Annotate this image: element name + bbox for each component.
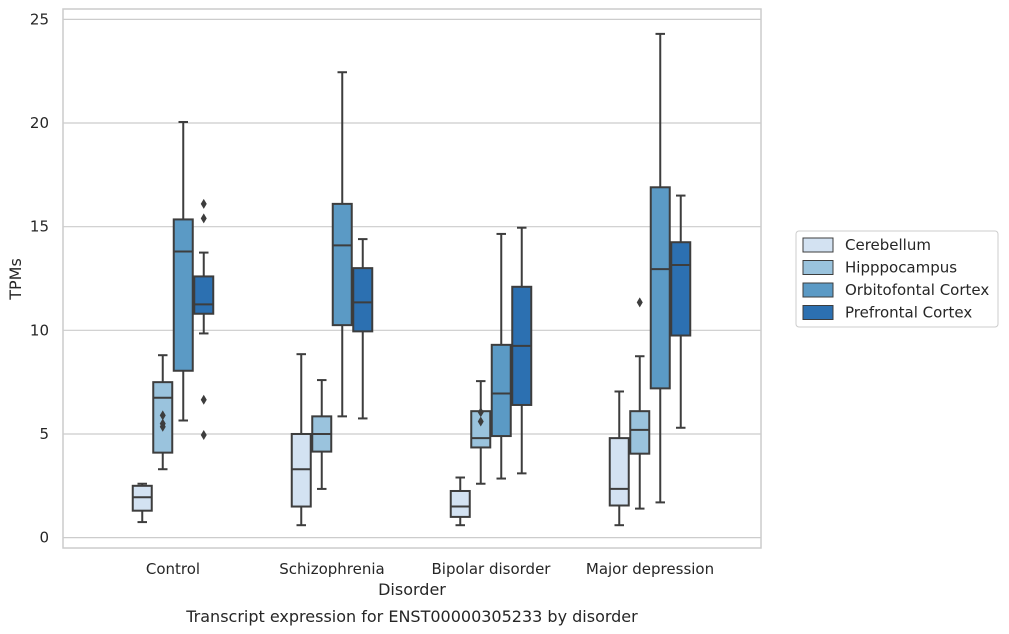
box-iqr xyxy=(629,410,651,455)
outlier-point xyxy=(200,394,207,405)
outlier-point xyxy=(200,213,207,224)
box-plot xyxy=(193,198,215,441)
legend-swatch xyxy=(802,260,834,275)
legend-entry-label: Hipppocampus xyxy=(845,259,957,277)
legend-entry-label: Cerebellum xyxy=(845,236,931,254)
box-iqr xyxy=(490,343,512,438)
box-plot xyxy=(670,194,692,429)
box-plot xyxy=(490,232,512,480)
legend-frame xyxy=(795,230,999,328)
y-tick-label: 5 xyxy=(39,425,49,443)
y-tick-label: 0 xyxy=(39,529,49,547)
box-plot xyxy=(352,238,374,420)
legend-swatch xyxy=(802,305,834,320)
box-plot xyxy=(131,482,153,524)
box-plot xyxy=(449,476,471,527)
box-iqr xyxy=(131,484,153,512)
x-axis-label: Disorder xyxy=(378,580,446,599)
legend-swatch xyxy=(802,282,834,298)
plot-frame xyxy=(62,8,762,549)
box-iqr xyxy=(352,267,374,333)
outlier-point xyxy=(477,407,484,418)
box-plot xyxy=(311,379,333,490)
outlier-point xyxy=(200,430,207,441)
box-plot xyxy=(608,390,630,527)
chart-caption: Transcript expression for ENST0000030523… xyxy=(185,607,638,626)
y-axis-label: TPMs xyxy=(6,258,25,301)
box-plot xyxy=(470,380,492,485)
box-plot xyxy=(331,71,353,418)
outlier-point xyxy=(159,418,166,429)
outlier-point xyxy=(159,410,166,421)
legend-swatch xyxy=(802,237,834,253)
box-plots xyxy=(131,32,692,527)
outlier-point xyxy=(477,416,484,427)
x-tick-label: Control xyxy=(146,560,200,578)
y-tick-label: 15 xyxy=(30,218,49,236)
box-iqr xyxy=(290,432,312,508)
outlier-point xyxy=(200,198,207,209)
y-tick-label: 20 xyxy=(30,114,49,132)
x-tick-label: Major depression xyxy=(586,560,714,578)
box-iqr xyxy=(608,437,630,507)
legend-entry-label: Orbitofontal Cortex xyxy=(845,281,989,299)
box-iqr xyxy=(172,218,194,372)
x-tick-label: Bipolar disorder xyxy=(432,560,552,578)
box-iqr xyxy=(670,241,692,337)
legend-entry-label: Prefrontal Cortex xyxy=(845,304,972,322)
y-axis-ticks: 0 5 10 15 20 25 xyxy=(30,10,49,546)
x-axis-ticks: Control Schizophrenia Bipolar disorder Majo… xyxy=(146,560,714,578)
x-tick-label: Schizophrenia xyxy=(279,560,384,578)
box-iqr xyxy=(193,275,215,315)
box-plot xyxy=(290,353,312,527)
box-iqr xyxy=(649,186,671,390)
box-iqr xyxy=(449,489,471,518)
box-plot xyxy=(172,120,194,422)
box-plot xyxy=(629,297,651,510)
box-iqr xyxy=(331,202,353,327)
outlier-point xyxy=(636,297,643,308)
y-tick-label: 25 xyxy=(30,10,49,28)
box-plot xyxy=(152,354,174,471)
box-plot xyxy=(649,32,671,504)
y-tick-label: 10 xyxy=(30,321,49,339)
legend: Cerebellum Hipppocampus Orbitofontal Corte… xyxy=(795,230,999,328)
box-plot xyxy=(511,226,533,475)
